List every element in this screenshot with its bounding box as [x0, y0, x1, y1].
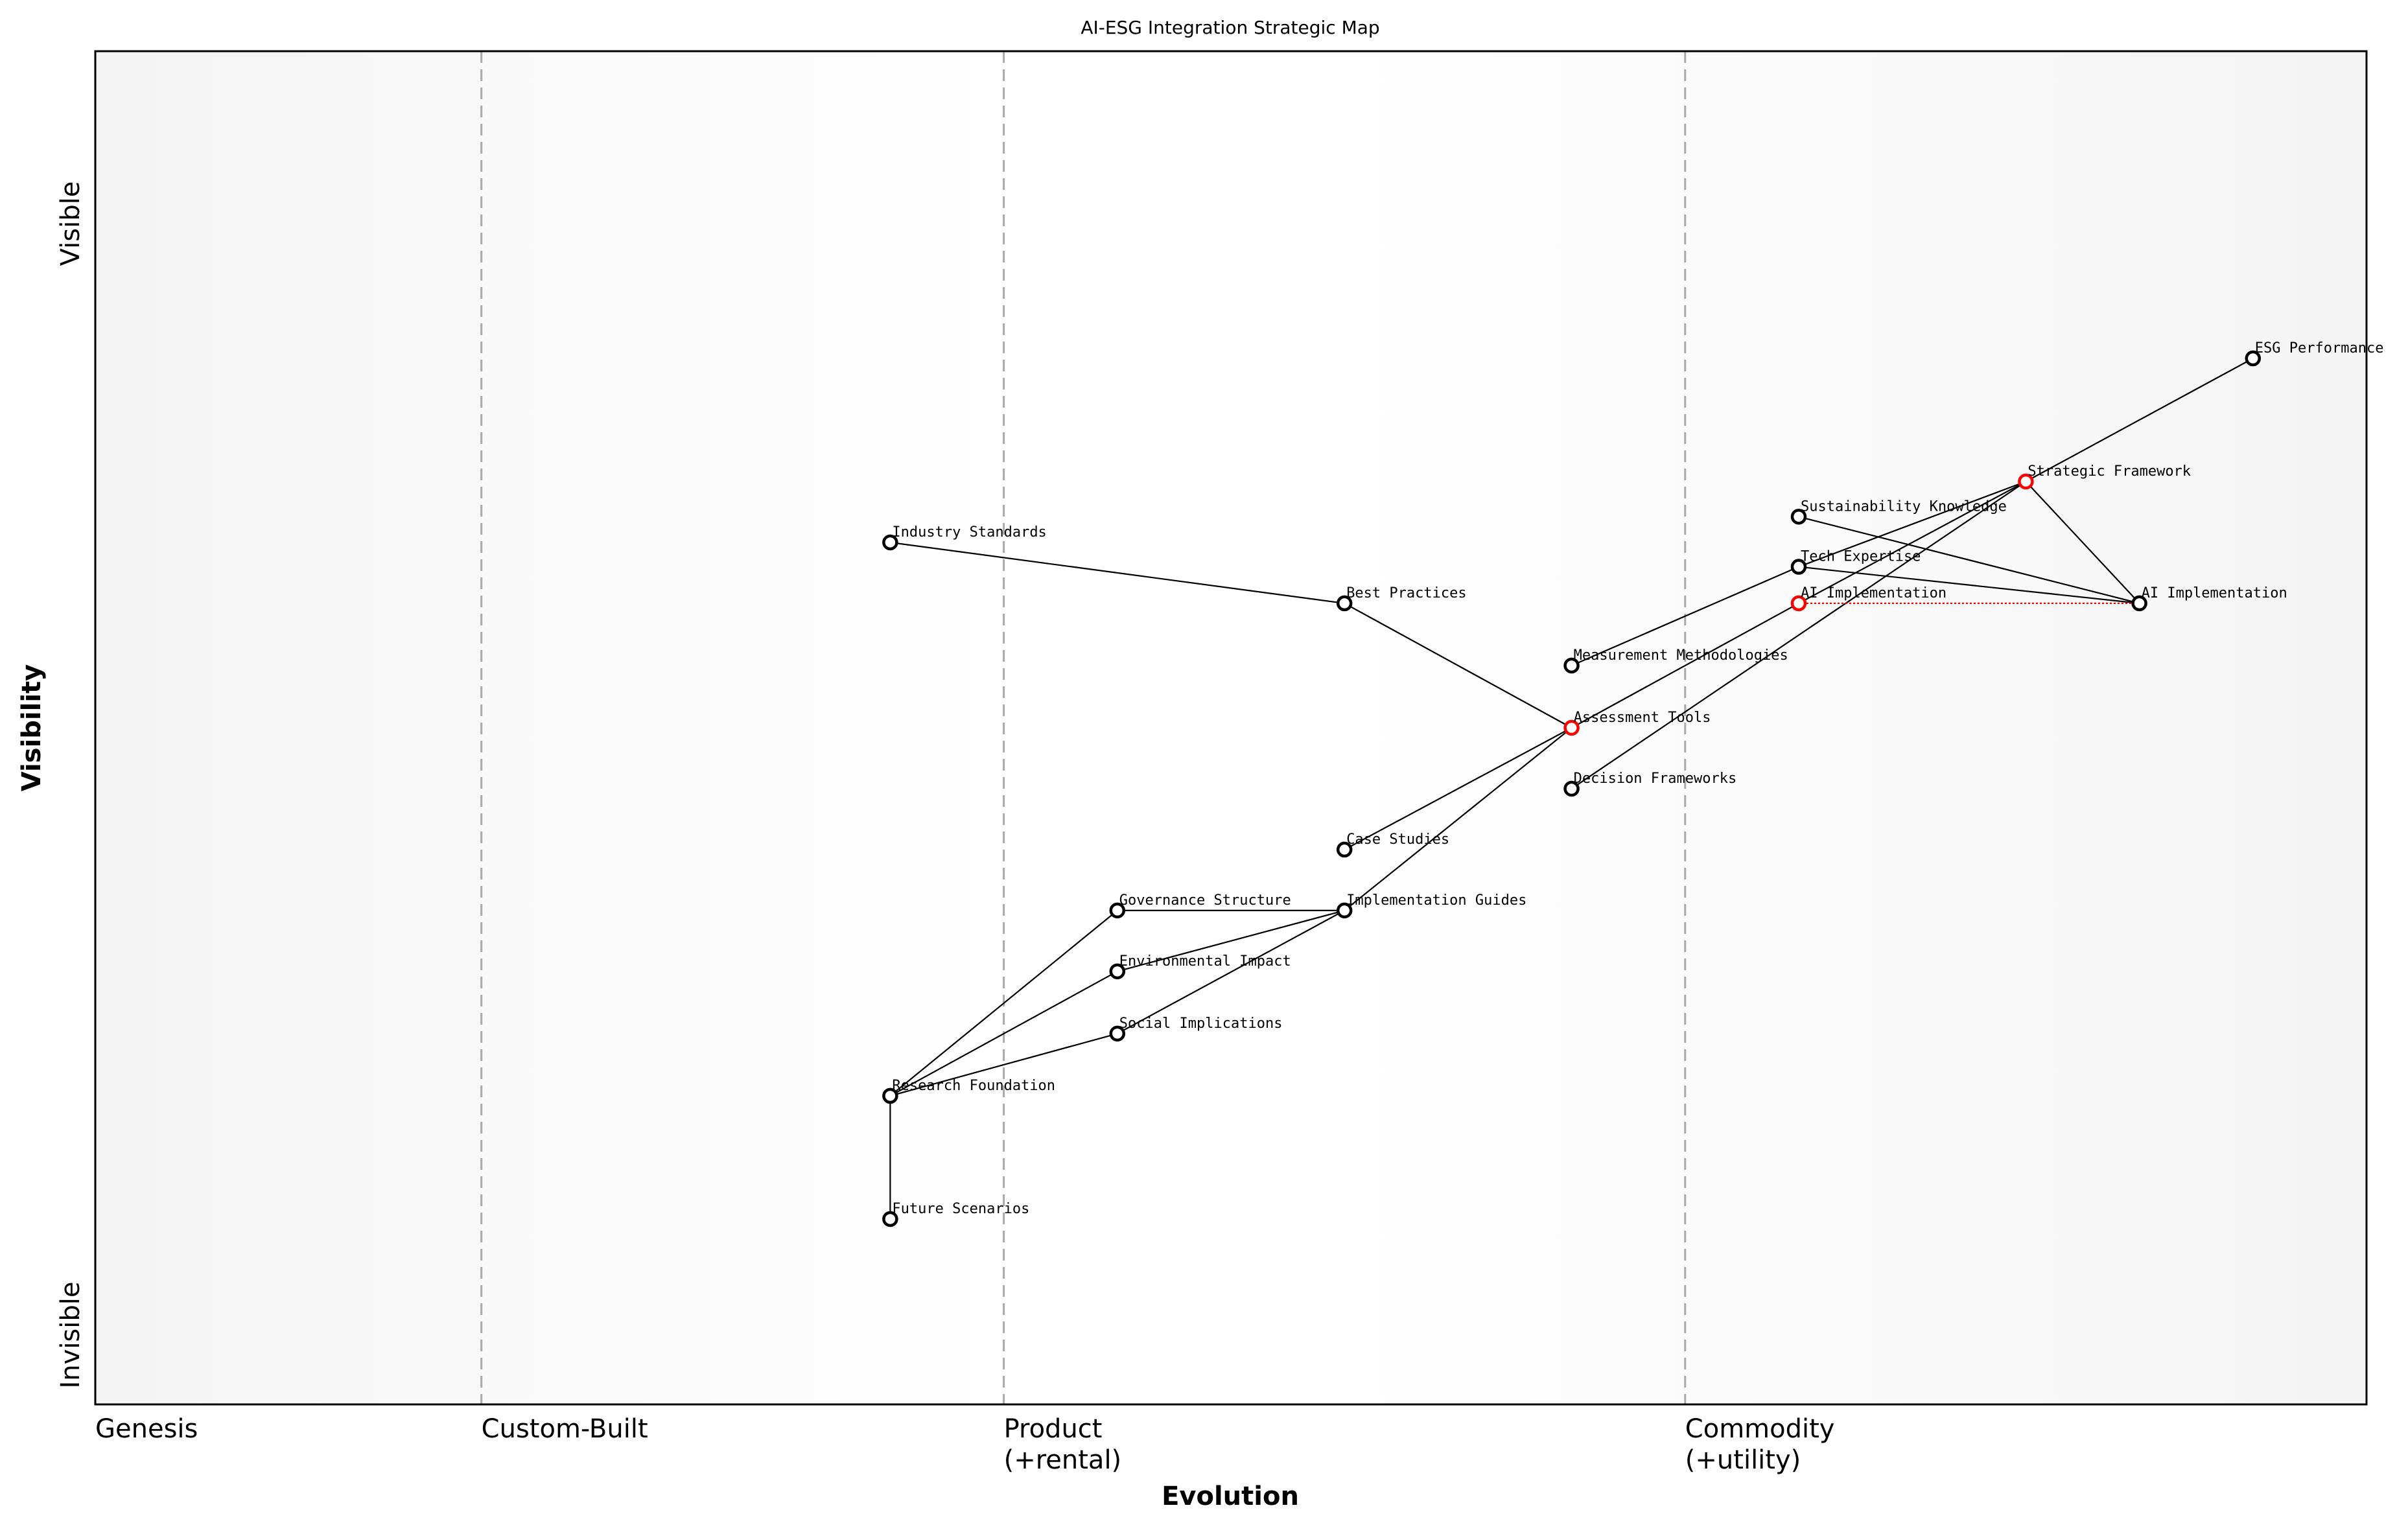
- component-te[interactable]: Tech Expertise: [1790, 549, 1921, 575]
- stage-label: Genesis: [95, 1414, 198, 1444]
- component-mm[interactable]: Measurement Methodologies: [1563, 647, 1788, 674]
- component-at[interactable]: Assessment Tools: [1563, 710, 1711, 736]
- component-fs[interactable]: Future Scenarios: [882, 1201, 1029, 1227]
- component-bp[interactable]: Best Practices: [1336, 585, 1467, 612]
- dependency-link: [1571, 481, 2027, 789]
- dependency-link: [1798, 480, 2026, 568]
- component-node[interactable]: [1563, 719, 1580, 736]
- component-rf[interactable]: Research Foundation: [882, 1078, 1055, 1104]
- component-node[interactable]: [1336, 902, 1353, 919]
- component-gs[interactable]: Governance Structure: [1109, 892, 1291, 919]
- component-label: Best Practices: [1346, 585, 1466, 601]
- component-label: ESG Performance: [2255, 340, 2384, 356]
- dependency-link: [1798, 516, 2140, 604]
- stage-sublabel: (+rental): [1004, 1445, 1122, 1475]
- dependency-link: [1798, 566, 2140, 604]
- component-label: Research Foundation: [892, 1078, 1055, 1094]
- stage-label: Product: [1004, 1414, 1103, 1444]
- component-node[interactable]: [1790, 509, 1807, 525]
- component-node[interactable]: [882, 1211, 898, 1227]
- component-label: Future Scenarios: [892, 1201, 1029, 1217]
- component-node[interactable]: [1109, 902, 1126, 919]
- stage-label: Commodity: [1685, 1414, 1835, 1444]
- component-node[interactable]: [2245, 350, 2262, 367]
- dependency-link: [1798, 481, 2026, 604]
- dependency-link: [2025, 358, 2254, 482]
- component-df[interactable]: Decision Frameworks: [1563, 771, 1737, 797]
- component-sk[interactable]: Sustainability Knowledge: [1790, 498, 2007, 525]
- dependency-link: [1571, 566, 1799, 666]
- dependency-link: [1344, 727, 1572, 850]
- component-node[interactable]: [1109, 1025, 1126, 1042]
- component-label: Case Studies: [1346, 831, 1449, 848]
- component-node[interactable]: [882, 1087, 898, 1104]
- component-node[interactable]: [882, 534, 898, 551]
- dependency-link: [889, 910, 1118, 1097]
- dependency-link: [1344, 727, 1572, 911]
- component-label: Tech Expertise: [1801, 549, 1921, 565]
- component-label: Decision Frameworks: [1574, 771, 1737, 787]
- component-node[interactable]: [2131, 595, 2147, 612]
- stage-label: Custom-Built: [482, 1414, 648, 1444]
- dependency-link: [1117, 909, 1345, 972]
- component-ei[interactable]: Environmental Impact: [1109, 953, 1291, 980]
- dependency-link: [890, 541, 1345, 604]
- component-node[interactable]: [1109, 963, 1126, 980]
- component-label: Implementation Guides: [1346, 892, 1526, 909]
- component-node[interactable]: [1563, 780, 1580, 797]
- component-label: AI Implementation: [2142, 585, 2287, 601]
- component-ig[interactable]: Implementation Guides: [1336, 892, 1526, 919]
- component-label: Sustainability Knowledge: [1801, 498, 2007, 515]
- dependency-link: [889, 970, 1118, 1097]
- component-label: Industry Standards: [892, 524, 1046, 541]
- y-axis-top-label: Visible: [56, 181, 86, 266]
- dependency-link: [1117, 909, 1345, 1034]
- component-label: Environmental Impact: [1119, 953, 1291, 970]
- component-sf[interactable]: Strategic Framework: [2018, 463, 2191, 490]
- y-axis-bottom-label: Invisible: [56, 1282, 86, 1389]
- component-node[interactable]: [1336, 841, 1353, 858]
- dependency-link: [1571, 602, 1799, 728]
- component-node[interactable]: [1336, 595, 1353, 612]
- component-label: Social Implications: [1119, 1016, 1283, 1032]
- dependency-link: [2025, 481, 2140, 604]
- y-axis-title: Visibility: [17, 664, 47, 791]
- dependency-link: [890, 1032, 1118, 1097]
- component-node[interactable]: [1563, 657, 1580, 674]
- stage-sublabel: (+utility): [1685, 1445, 1801, 1475]
- component-is[interactable]: Industry Standards: [882, 524, 1047, 551]
- component-label: Strategic Framework: [2028, 463, 2191, 480]
- component-label: Governance Structure: [1119, 892, 1291, 909]
- component-label: Measurement Methodologies: [1574, 647, 1788, 664]
- component-node[interactable]: [1790, 559, 1807, 575]
- component-node[interactable]: [1790, 595, 1807, 612]
- dependency-link: [1344, 602, 1572, 728]
- plot-background: [95, 51, 2367, 1404]
- component-node[interactable]: [2018, 473, 2034, 490]
- component-label: Assessment Tools: [1574, 710, 1711, 726]
- component-ai2[interactable]: AI Implementation: [2131, 585, 2287, 612]
- x-axis-title: Evolution: [1162, 1482, 1299, 1511]
- chart-title: AI-ESG Integration Strategic Map: [1081, 17, 1379, 38]
- component-si[interactable]: Social Implications: [1109, 1016, 1283, 1042]
- component-esg[interactable]: ESG Performance: [2245, 340, 2384, 367]
- component-ai1[interactable]: AI Implementation: [1790, 585, 1946, 612]
- component-cs[interactable]: Case Studies: [1336, 831, 1449, 858]
- component-label: AI Implementation: [1801, 585, 1946, 601]
- plot-frame: [94, 50, 2368, 1406]
